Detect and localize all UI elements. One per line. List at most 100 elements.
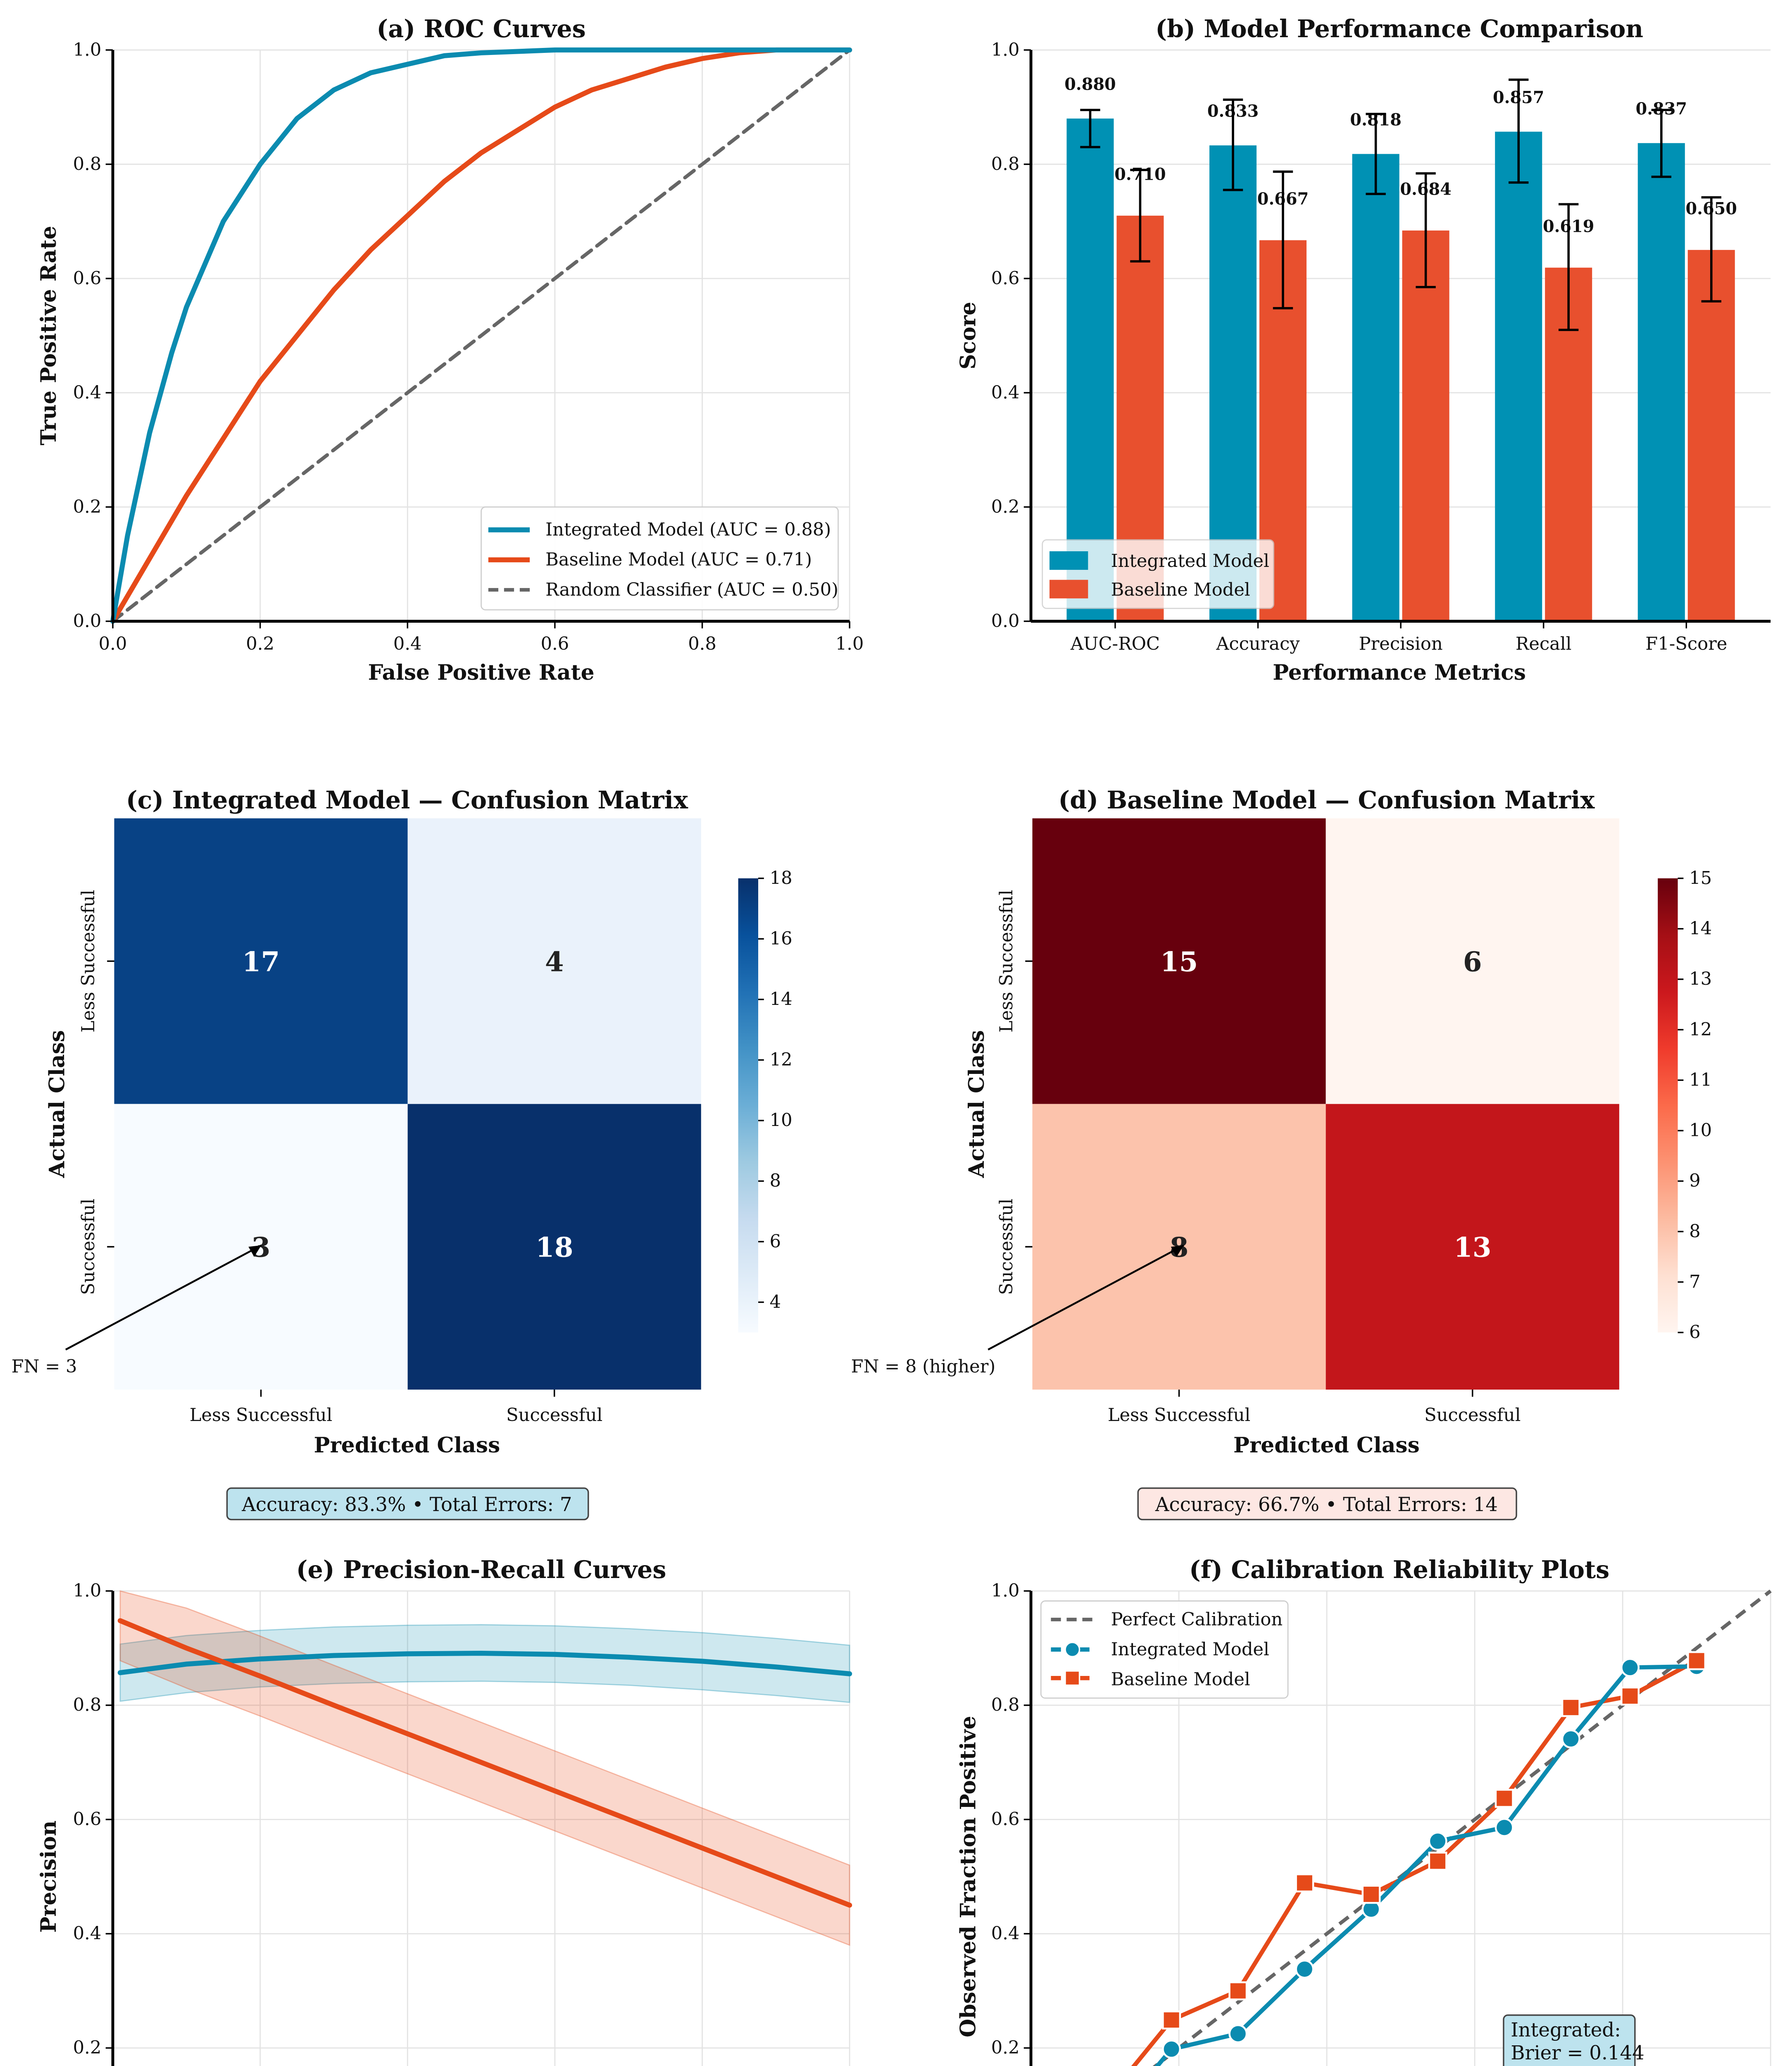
ece-score: ECE = 0.046 bbox=[1511, 2065, 1637, 2066]
heatmap-cell bbox=[1326, 1104, 1619, 1390]
cell-value: 18 bbox=[535, 1232, 573, 1264]
y-tick-label: 0.0 bbox=[991, 611, 1020, 631]
panel-d-title: (d) Baseline Model — Confusion Matrix bbox=[1058, 785, 1595, 814]
colorbar-tick-label: 16 bbox=[770, 928, 792, 949]
y-tick-label: 0.4 bbox=[991, 382, 1020, 403]
stat-heading: Integrated: bbox=[1511, 2019, 1621, 2042]
pr-integrated-line bbox=[117, 1651, 852, 1676]
roc-line-baseline bbox=[110, 47, 852, 624]
y-tick-label: 0.2 bbox=[73, 497, 102, 517]
square-marker-icon bbox=[1064, 1670, 1080, 1686]
calibration-point-baseline bbox=[1687, 1651, 1706, 1671]
colorbar-tick-label: 7 bbox=[1689, 1271, 1700, 1292]
calibration-point-integrated bbox=[1228, 2024, 1248, 2043]
y-tick-label: 1.0 bbox=[991, 1580, 1020, 1601]
x-tick-label: Successful bbox=[1424, 1405, 1521, 1426]
legend-item-baseline: Baseline Model bbox=[1111, 579, 1250, 600]
colorbar-tick-label: 4 bbox=[770, 1292, 781, 1312]
x-tick-label: Accuracy bbox=[1216, 634, 1300, 655]
calibration-point-integrated bbox=[1162, 2040, 1181, 2059]
circle-marker-icon bbox=[1064, 1642, 1080, 1658]
calibration-point-baseline bbox=[1621, 1686, 1640, 1706]
panel-f-title: (f) Calibration Reliability Plots bbox=[1189, 1555, 1609, 1584]
x-tick-label: Less Successful bbox=[1108, 1405, 1251, 1426]
calibration-point-integrated bbox=[1561, 1729, 1580, 1749]
summary-badge: Accuracy: 83.3% • Total Errors: 7 bbox=[226, 1487, 589, 1521]
legend: Integrated Model (AUC = 0.88) Baseline M… bbox=[481, 506, 839, 611]
panel-b-title: (b) Model Performance Comparison bbox=[1155, 14, 1643, 43]
colorbar-tick-label: 12 bbox=[770, 1050, 792, 1070]
y-axis-label: Precision bbox=[36, 1821, 61, 1933]
colorbar-tick-label: 10 bbox=[1689, 1120, 1712, 1141]
colorbar-tick-label: 18 bbox=[770, 868, 792, 888]
x-axis-label: Performance Metrics bbox=[1273, 660, 1526, 685]
cell-value: 6 bbox=[1463, 946, 1482, 978]
calibration-point-baseline bbox=[1228, 1981, 1248, 2001]
y-tick-label: 1.0 bbox=[73, 40, 102, 60]
y-tick-label: 0.4 bbox=[991, 1923, 1020, 1944]
bar-baseline bbox=[1687, 250, 1735, 621]
y-tick-label: Successful bbox=[996, 1199, 1017, 1295]
y-tick-label: 1.0 bbox=[991, 40, 1020, 60]
legend-item-perfect: Perfect Calibration bbox=[1111, 1609, 1283, 1630]
panel-baseline-confusion-matrix: (d) Baseline Model — Confusion Matrix 15… bbox=[851, 785, 1712, 1521]
panel-a-title: (a) ROC Curves bbox=[376, 14, 585, 43]
cell-value: 17 bbox=[242, 946, 280, 978]
y-tick-label: 0.0 bbox=[73, 611, 102, 631]
bar-integrated bbox=[1352, 154, 1399, 621]
panel-calibration: (f) Calibration Reliability Plots 0.00.2… bbox=[955, 1555, 1772, 2066]
y-tick-label: 0.8 bbox=[991, 154, 1020, 174]
panel-roc-curves: (a) ROC Curves 0.0 0.2 0.4 0.6 0.8 1.0 0.0 0.2 0… bbox=[36, 14, 864, 685]
legend-item-integrated: Integrated Model (AUC = 0.88) bbox=[545, 519, 831, 540]
cell-value: 13 bbox=[1454, 1232, 1491, 1264]
x-tick-label: 0.4 bbox=[393, 634, 422, 655]
x-tick-label: 0.2 bbox=[246, 634, 274, 655]
fn-arrow bbox=[988, 1244, 1184, 1351]
legend: Integrated Model Baseline Model bbox=[1042, 539, 1274, 609]
heatmap-cell bbox=[114, 1104, 408, 1390]
heatmap-cell bbox=[114, 818, 408, 1104]
y-tick-label: 1.0 bbox=[73, 1580, 102, 1601]
x-tick-label: 0.6 bbox=[541, 634, 569, 655]
x-tick-label: AUC-ROC bbox=[1070, 634, 1160, 655]
y-tick-label: Less Successful bbox=[78, 890, 99, 1033]
colorbar-tick-label: 8 bbox=[770, 1171, 781, 1191]
y-tick-label: 0.8 bbox=[991, 1695, 1020, 1716]
bar-integrated bbox=[1066, 118, 1114, 621]
y-tick-label: 0.8 bbox=[73, 1695, 102, 1716]
y-axis-label: Score bbox=[955, 302, 980, 369]
y-tick-label: 0.2 bbox=[991, 497, 1020, 517]
bar-integrated bbox=[1637, 143, 1685, 621]
arrow-head-icon bbox=[1171, 1245, 1184, 1257]
y-tick-label: 0.6 bbox=[991, 1809, 1020, 1830]
panel-c-title: (c) Integrated Model — Confusion Matrix bbox=[126, 785, 688, 814]
colorbar-tick-label: 11 bbox=[1689, 1070, 1712, 1090]
colorbar-tick-label: 8 bbox=[1689, 1221, 1700, 1242]
calibration-point-baseline bbox=[1561, 1698, 1580, 1717]
summary-badge: Accuracy: 66.7% • Total Errors: 14 bbox=[1137, 1487, 1517, 1521]
calibration-point-baseline bbox=[1162, 2010, 1181, 2030]
fn-arrow bbox=[65, 1244, 262, 1351]
y-axis-label: Actual Class bbox=[964, 1030, 989, 1178]
x-tick-label: 0.8 bbox=[688, 634, 716, 655]
bar-baseline bbox=[1402, 230, 1449, 621]
summary-text: Accuracy: 66.7% • Total Errors: 14 bbox=[1155, 1494, 1498, 1516]
pr-integrated-confidence-band bbox=[119, 1624, 850, 1703]
heatmap-cell bbox=[407, 818, 701, 1104]
calibration-point-integrated bbox=[1495, 1818, 1514, 1837]
colorbar-tick-label: 14 bbox=[1689, 919, 1712, 939]
fn-annotation: FN = 8 (higher) bbox=[851, 1357, 996, 1377]
legend: Perfect Calibration Integrated Model Bas… bbox=[1040, 1600, 1289, 1699]
cell-value: 4 bbox=[545, 946, 564, 978]
y-tick-label: 0.2 bbox=[73, 2037, 102, 2058]
calibration-point-baseline bbox=[1295, 1873, 1314, 1892]
fn-annotation: FN = 3 bbox=[12, 1357, 77, 1377]
panel-e-title: (e) Precision-Recall Curves bbox=[296, 1555, 666, 1584]
legend-item-baseline: Baseline Model (AUC = 0.71) bbox=[545, 550, 812, 570]
calibration-point-integrated bbox=[1428, 1831, 1447, 1851]
y-tick-label: Successful bbox=[78, 1199, 99, 1295]
calibration-point-integrated bbox=[1295, 1959, 1314, 1979]
y-tick-label: Less Successful bbox=[996, 890, 1017, 1033]
legend-item-baseline: Baseline Model bbox=[1111, 1669, 1250, 1690]
roc-line-random bbox=[111, 48, 852, 623]
